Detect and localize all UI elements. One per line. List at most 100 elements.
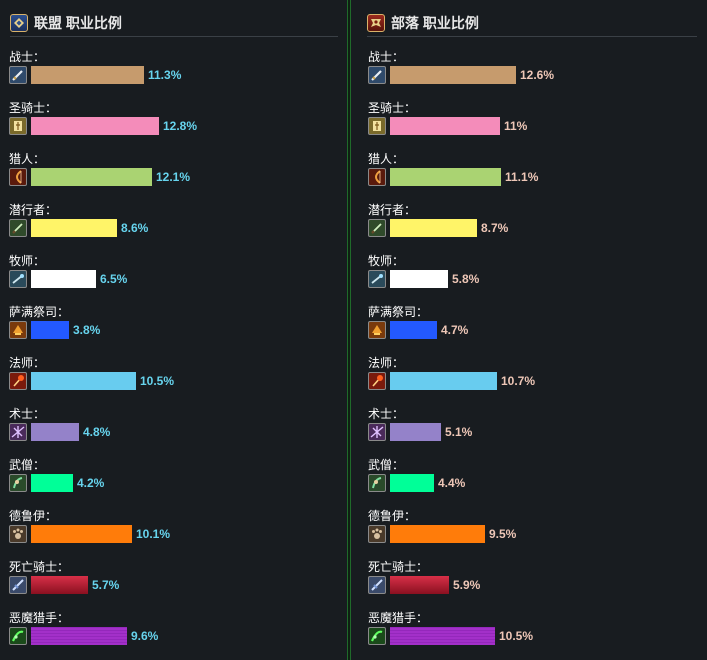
percentage-value: 9.6% [131, 629, 159, 643]
percentage-bar [31, 525, 132, 543]
holy-book-icon [9, 117, 27, 135]
class-bar-line: 4.8% [9, 422, 110, 442]
percentage-bar [31, 474, 73, 492]
class-label: 猎人： [368, 152, 405, 166]
percentage-bar [31, 423, 79, 441]
percentage-bar [390, 219, 477, 237]
dagger-icon [9, 219, 27, 237]
percentage-bar [390, 168, 501, 186]
percentage-bar [390, 66, 516, 84]
class-label: 圣骑士： [368, 101, 417, 115]
percentage-bar [31, 117, 159, 135]
class-bar-line: 4.7% [368, 320, 468, 340]
horde-header: 部落 职业比例 [367, 10, 697, 36]
paw-icon [9, 525, 27, 543]
percentage-value: 4.8% [83, 425, 111, 439]
percentage-value: 3.8% [73, 323, 101, 337]
demon-icon [9, 627, 27, 645]
percentage-bar [31, 66, 144, 84]
holy-book-icon [368, 117, 386, 135]
class-label: 潜行者： [9, 203, 58, 217]
shadow-icon [9, 423, 27, 441]
alliance-title: 联盟 职业比例 [34, 15, 122, 31]
percentage-bar [31, 168, 152, 186]
class-label: 法师： [368, 356, 405, 370]
percentage-bar [31, 576, 88, 594]
alliance-header-divider [10, 36, 338, 37]
class-bar-line: 9.5% [368, 524, 516, 544]
percentage-bar [31, 372, 136, 390]
fire-staff-icon [9, 372, 27, 390]
totem-icon [368, 321, 386, 339]
percentage-value: 10.5% [140, 374, 175, 388]
percentage-value: 8.6% [121, 221, 149, 235]
percentage-value: 12.1% [156, 170, 191, 184]
class-bar-line: 10.5% [368, 626, 533, 646]
percentage-value: 5.8% [452, 272, 480, 286]
horde-crest-icon [367, 14, 385, 32]
percentage-value: 4.7% [441, 323, 469, 337]
horde-header-divider [367, 36, 697, 37]
totem-icon [9, 321, 27, 339]
percentage-bar [31, 321, 69, 339]
class-bar-line: 12.8% [9, 116, 197, 136]
shadow-icon [368, 423, 386, 441]
sword-icon [9, 66, 27, 84]
percentage-value: 8.7% [481, 221, 509, 235]
class-bar-line: 8.6% [9, 218, 148, 238]
alliance-panel: 联盟 职业比例 战士： 11.3% 圣骑士： 12.8% 猎人： 12.1% 潜行者： 8.6… [0, 0, 348, 660]
alliance-header: 联盟 职业比例 [10, 10, 338, 36]
class-label: 牧师： [9, 254, 46, 268]
class-bar-line: 11.3% [9, 65, 181, 85]
class-label: 潜行者： [368, 203, 417, 217]
panel-divider [348, 0, 350, 660]
percentage-value: 5.1% [445, 425, 473, 439]
monk-icon [368, 474, 386, 492]
class-label: 法师： [9, 356, 46, 370]
monk-icon [9, 474, 27, 492]
runeblade-icon [368, 576, 386, 594]
class-bar-line: 11% [368, 116, 527, 136]
percentage-value: 4.4% [438, 476, 466, 490]
class-bar-line: 9.6% [9, 626, 158, 646]
alliance-crest-icon [10, 14, 28, 32]
class-label: 德鲁伊： [368, 509, 417, 523]
paw-icon [368, 525, 386, 543]
class-bar-line: 3.8% [9, 320, 100, 340]
percentage-bar [390, 117, 500, 135]
class-label: 战士： [368, 50, 405, 64]
percentage-value: 6.5% [100, 272, 128, 286]
percentage-bar [390, 372, 497, 390]
percentage-bar [31, 219, 117, 237]
horde-title: 部落 职业比例 [391, 15, 479, 31]
class-bar-line: 5.1% [368, 422, 472, 442]
percentage-bar [390, 423, 441, 441]
class-label: 萨满祭司： [9, 305, 70, 319]
class-bar-line: 5.9% [368, 575, 480, 595]
class-label: 德鲁伊： [9, 509, 58, 523]
runeblade-icon [9, 576, 27, 594]
class-label: 恶魔猎手： [9, 611, 70, 625]
percentage-value: 10.1% [136, 527, 171, 541]
percentage-bar [390, 321, 437, 339]
sword-icon [368, 66, 386, 84]
class-bar-line: 10.1% [9, 524, 170, 544]
class-label: 圣骑士： [9, 101, 58, 115]
percentage-bar [390, 270, 448, 288]
bow-icon [9, 168, 27, 186]
percentage-value: 4.2% [77, 476, 105, 490]
class-label: 战士： [9, 50, 46, 64]
percentage-value: 10.5% [499, 629, 534, 643]
percentage-value: 11% [504, 119, 528, 133]
class-label: 萨满祭司： [368, 305, 429, 319]
class-label: 恶魔猎手： [368, 611, 429, 625]
class-bar-line: 10.5% [9, 371, 174, 391]
class-bar-line: 10.7% [368, 371, 535, 391]
demon-icon [368, 627, 386, 645]
class-bar-line: 12.6% [368, 65, 554, 85]
fire-staff-icon [368, 372, 386, 390]
class-bar-line: 5.7% [9, 575, 119, 595]
class-bar-line: 11.1% [368, 167, 538, 187]
bow-icon [368, 168, 386, 186]
class-bar-line: 5.8% [368, 269, 479, 289]
